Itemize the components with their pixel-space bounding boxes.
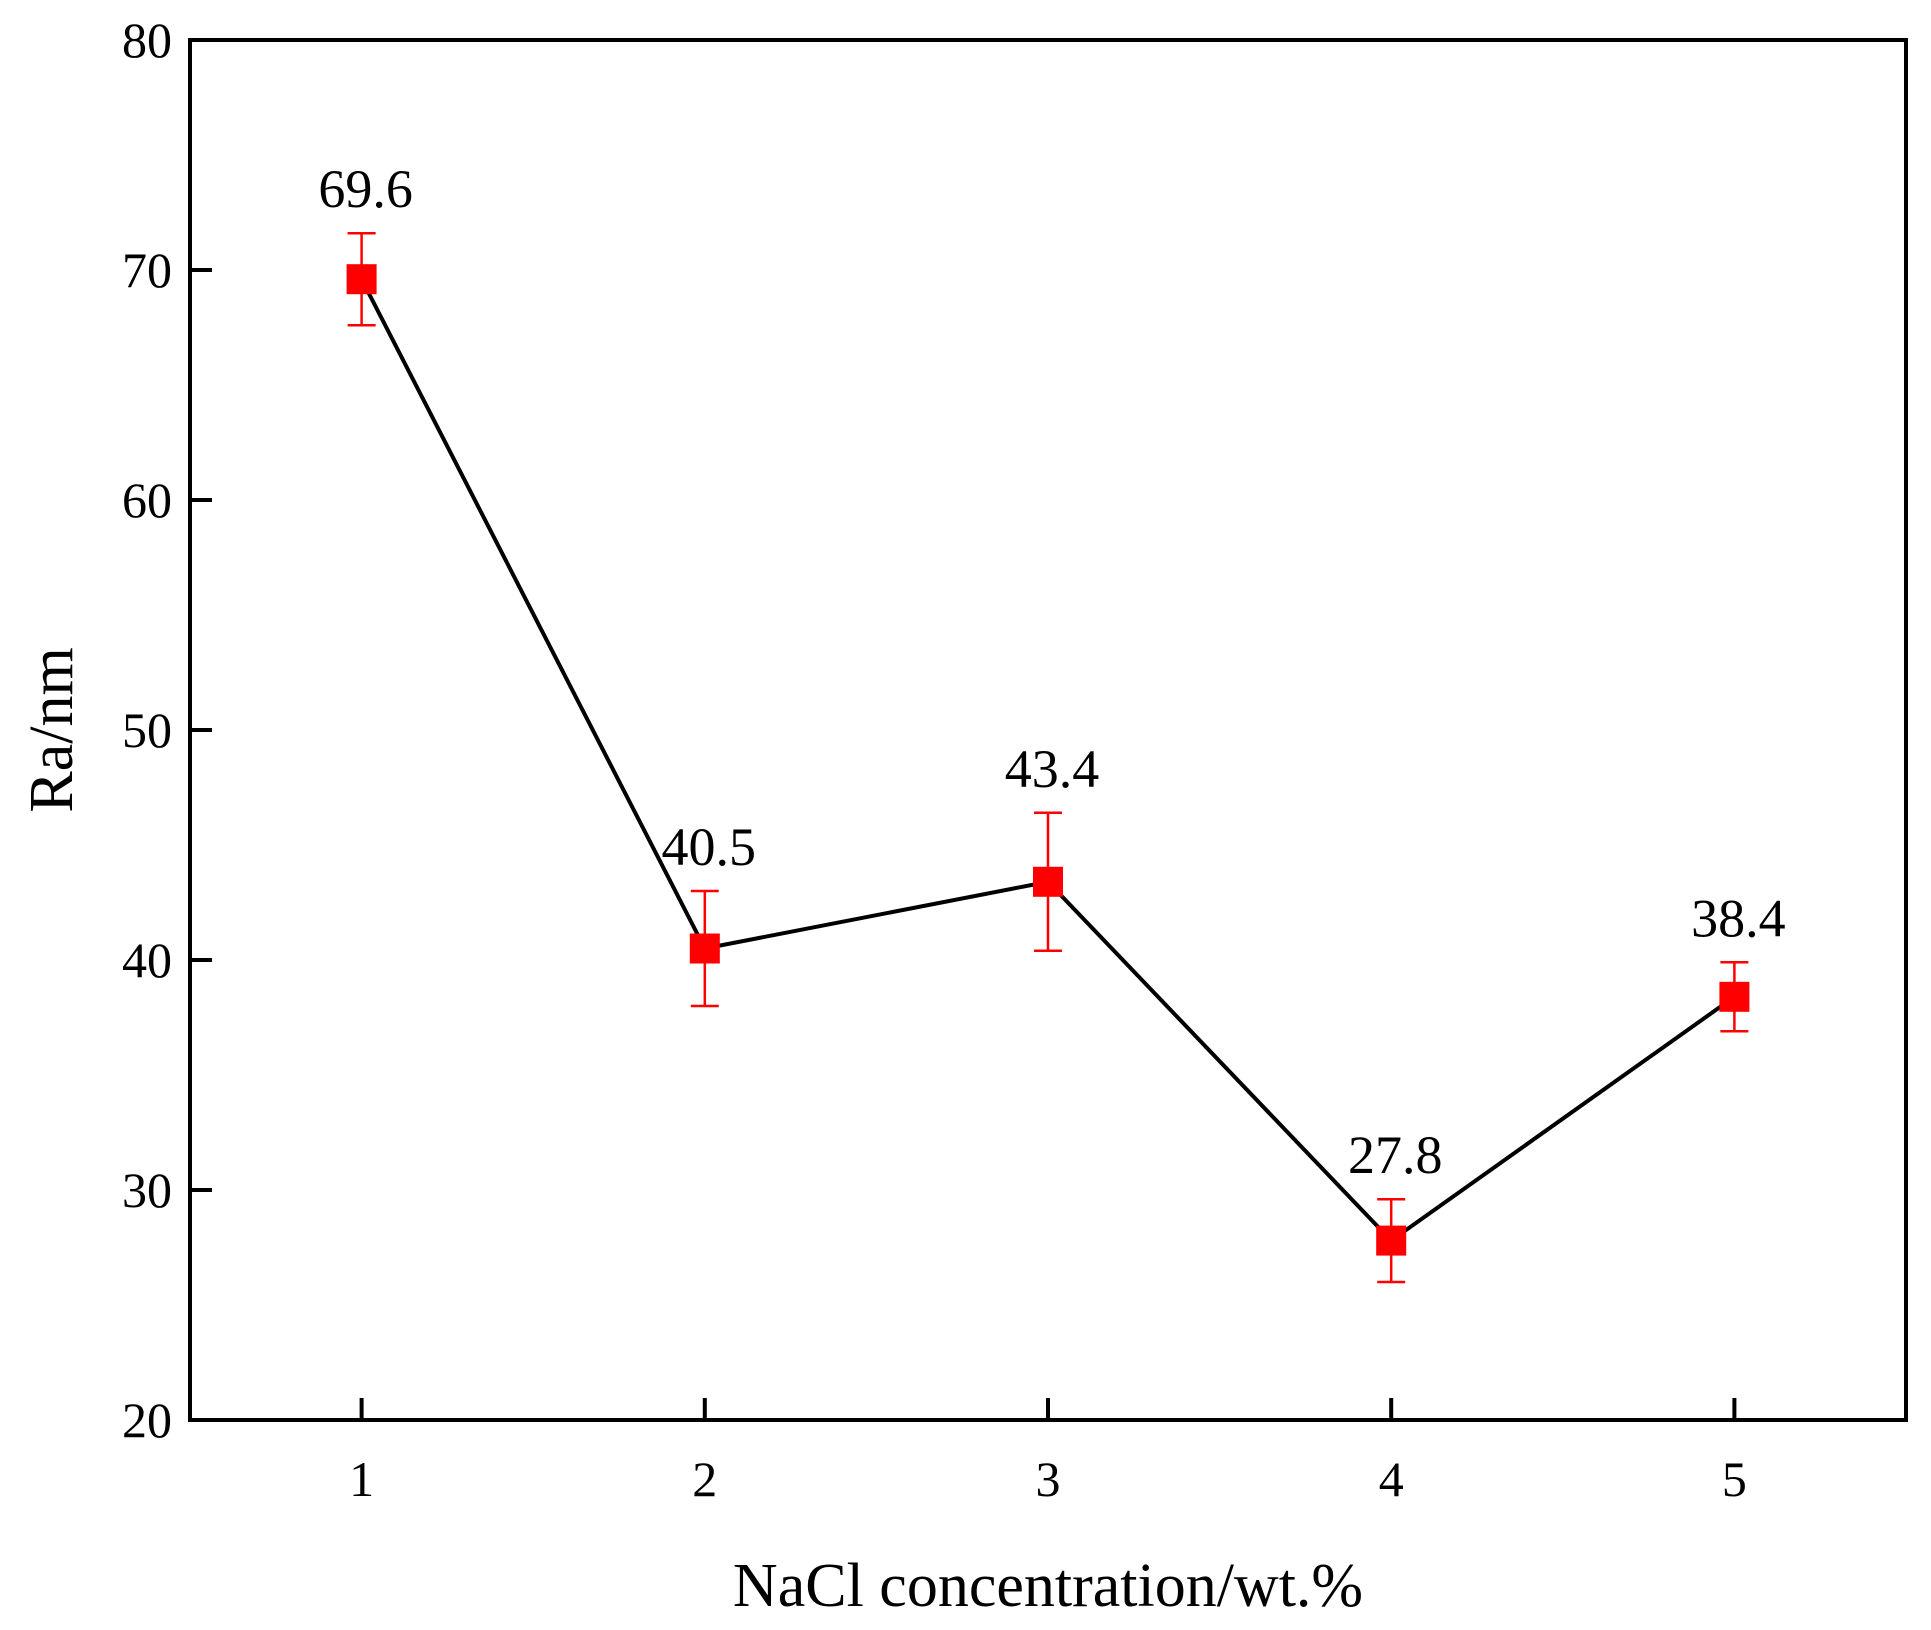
- plot-area-frame: [188, 38, 1908, 1422]
- series-layer: [346, 231, 1750, 1284]
- data-label: 27.8: [1348, 1125, 1443, 1185]
- x-axis-label: NaCl concentration/wt.%: [733, 1552, 1363, 1620]
- x-tick-label: 3: [1036, 1451, 1061, 1507]
- data-point-marker: [1719, 981, 1750, 1012]
- y-tick-label: 60: [122, 472, 172, 528]
- x-tick-label: 5: [1722, 1451, 1747, 1507]
- x-tick-label: 1: [349, 1451, 374, 1507]
- y-tick-label: 30: [122, 1162, 172, 1218]
- x-tick-label: 4: [1379, 1451, 1404, 1507]
- y-tick-label: 70: [122, 242, 172, 298]
- data-point-marker: [689, 933, 720, 964]
- data-label: 69.6: [318, 159, 413, 219]
- data-point-marker: [346, 264, 377, 295]
- data-point-marker: [1376, 1225, 1407, 1256]
- ticks-layer: 1 2 3 4 5 20 30 40 50 60 70 80: [122, 12, 1747, 1507]
- y-axis-label: Ra/nm: [18, 647, 86, 812]
- y-tick-label: 40: [122, 932, 172, 988]
- x-tick-label: 2: [692, 1451, 717, 1507]
- y-tick-label: 80: [122, 12, 172, 68]
- labels-layer: 69.6 40.5 43.4 27.8 38.4: [318, 159, 1785, 1185]
- y-tick-label: 50: [122, 702, 172, 758]
- data-label: 40.5: [662, 817, 757, 877]
- data-label: 38.4: [1691, 888, 1786, 948]
- data-point-marker: [1033, 866, 1063, 897]
- data-label: 43.4: [1005, 739, 1100, 799]
- y-tick-label: 20: [122, 1392, 172, 1448]
